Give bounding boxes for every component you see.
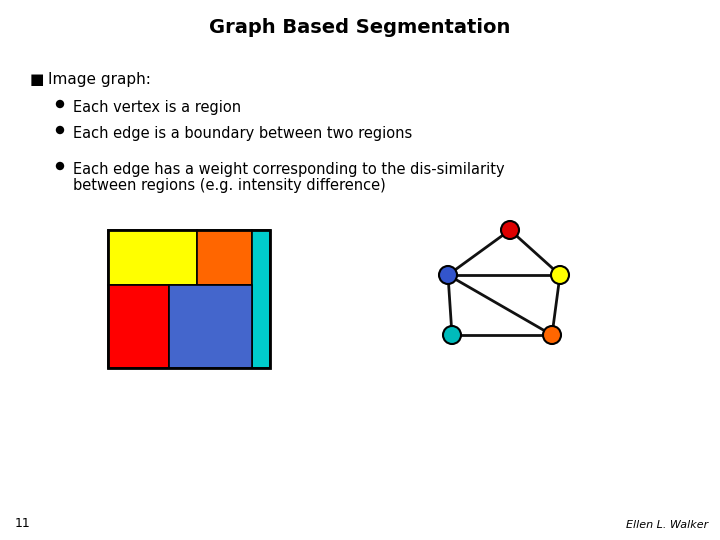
Bar [197, 230, 252, 285]
Text: between regions (e.g. intensity difference): between regions (e.g. intensity differen… [73, 178, 386, 193]
Circle shape [543, 326, 561, 344]
Text: ■: ■ [30, 72, 45, 87]
Text: Each vertex is a region: Each vertex is a region [73, 100, 241, 115]
Text: 11: 11 [15, 517, 31, 530]
Text: Graph Based Segmentation: Graph Based Segmentation [210, 18, 510, 37]
Text: Ellen L. Walker: Ellen L. Walker [626, 520, 708, 530]
Bar [169, 285, 252, 368]
Bar [108, 285, 169, 368]
Text: Each edge has a weight corresponding to the dis-similarity: Each edge has a weight corresponding to … [73, 162, 505, 177]
Circle shape [56, 126, 63, 133]
Circle shape [501, 221, 519, 239]
Text: Each edge is a boundary between two regions: Each edge is a boundary between two regi… [73, 126, 413, 141]
Text: Image graph:: Image graph: [48, 72, 151, 87]
Circle shape [439, 266, 457, 284]
Bar [108, 230, 270, 368]
Bar [108, 230, 197, 285]
Circle shape [443, 326, 461, 344]
Circle shape [56, 100, 63, 107]
Circle shape [551, 266, 569, 284]
Circle shape [56, 163, 63, 170]
Bar [252, 230, 270, 368]
